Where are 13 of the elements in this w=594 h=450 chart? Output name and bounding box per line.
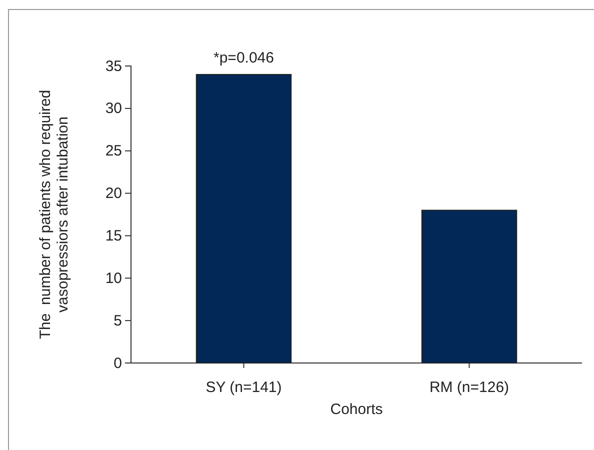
y-tick-label: 20 xyxy=(105,185,122,202)
y-tick-label: 35 xyxy=(105,58,122,75)
x-tick-label: SY (n=141) xyxy=(206,379,282,396)
y-tick-label: 25 xyxy=(105,142,122,160)
y-tick-label: 30 xyxy=(105,100,122,118)
x-tick-label: RM (n=126) xyxy=(429,379,510,396)
y-tick-label: 5 xyxy=(114,312,122,330)
y-tick-label: 0 xyxy=(114,354,122,372)
annotation: *p=0.046 xyxy=(214,49,274,66)
y-tick-label: 15 xyxy=(105,228,122,245)
y-tick-label: 10 xyxy=(105,270,122,287)
x-axis-title: Cohorts xyxy=(330,401,383,418)
y-axis-title: The number of patients who required vasopressiors after intubation xyxy=(37,90,72,340)
